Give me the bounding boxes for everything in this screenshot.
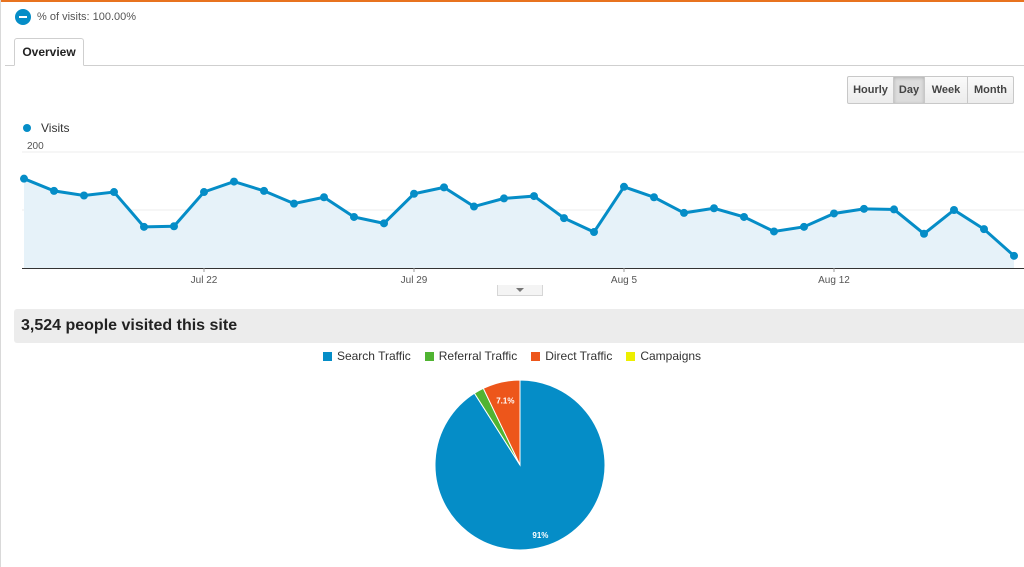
month-button[interactable]: Month: [974, 84, 1007, 96]
visits-point: [1010, 251, 1018, 260]
visits-point: [800, 222, 808, 231]
y-tick-label: 200: [27, 141, 44, 152]
visits-line: [23, 177, 1015, 257]
pie-data-label: 7.1%: [496, 396, 514, 405]
left-border: [0, 0, 1, 567]
segment-pie-icon: [15, 9, 31, 25]
visits-point: [680, 208, 688, 217]
visits-point: [440, 183, 448, 192]
visits-point: [80, 191, 88, 200]
visits-point: [110, 188, 118, 197]
visits-legend-label: Visits: [41, 121, 70, 135]
visits-area-fill: [24, 178, 1014, 268]
visits-point: [590, 228, 598, 237]
visits-point: [20, 174, 28, 183]
visits-point: [410, 189, 418, 198]
pie-legend: Search Traffic Referral Traffic Direct T…: [0, 349, 1024, 363]
pie-slice-direct-traffic: [482, 379, 521, 466]
visits-point: [860, 204, 868, 213]
tab-overview[interactable]: Overview: [14, 38, 84, 66]
search-traffic-swatch: [322, 351, 332, 361]
visits-point: [740, 212, 748, 221]
traffic-sources-pie[interactable]: 91% 7.1%: [430, 377, 610, 557]
top-accent-bar: [0, 0, 1024, 2]
visits-point: [560, 214, 568, 223]
visits-point: [320, 193, 328, 202]
visits-point: [500, 194, 508, 203]
visits-point: [980, 225, 988, 234]
legend-search-label: Search Traffic: [336, 349, 411, 363]
chart-resize-handle[interactable]: [497, 285, 543, 296]
legend-campaigns-label: Campaigns: [640, 349, 702, 363]
visits-point: [710, 204, 718, 213]
week-button[interactable]: Week: [925, 77, 968, 103]
hourly-button[interactable]: Hourly: [848, 77, 894, 103]
visits-legend-dot: [23, 124, 31, 132]
visits-point: [200, 188, 208, 197]
visits-point: [230, 177, 238, 186]
x-tick-label: Aug 12: [818, 275, 850, 286]
summary-header: 3,524 people visited this site: [14, 309, 1024, 343]
visits-point: [890, 205, 898, 214]
visits-point: [950, 206, 958, 214]
visits-point: [380, 219, 388, 228]
visits-point: [620, 182, 628, 191]
visits-point: [260, 186, 268, 195]
legend-search-traffic[interactable]: Search Traffic: [322, 349, 411, 363]
visits-point: [50, 186, 58, 195]
day-button[interactable]: Day: [894, 77, 925, 103]
segment-indicator[interactable]: % of visits: 100.00%: [15, 8, 136, 26]
summary-title: 3,524 people visited this site: [21, 317, 238, 334]
x-tick-label: Jul 22: [191, 275, 218, 286]
visits-point: [830, 209, 838, 218]
visits-point: [470, 202, 478, 211]
visits-point: [920, 229, 928, 238]
legend-referral-label: Referral Traffic: [438, 349, 518, 363]
campaigns-swatch: [626, 351, 636, 361]
visits-legend: Visits: [23, 121, 69, 135]
pie-data-label: 91%: [532, 531, 548, 540]
tab-divider: [5, 65, 1024, 66]
granularity-switcher: Hourly Day Week Month: [847, 76, 1014, 104]
direct-traffic-swatch: [531, 351, 541, 361]
legend-direct-traffic[interactable]: Direct Traffic: [531, 349, 612, 363]
legend-referral-traffic[interactable]: Referral Traffic: [424, 349, 518, 363]
visits-point: [350, 212, 358, 221]
x-tick-label: Jul 29: [401, 275, 428, 286]
x-tick-label: Aug 5: [611, 275, 638, 286]
visits-point: [770, 227, 778, 236]
visits-point: [290, 199, 298, 208]
segment-label: % of visits: 100.00%: [37, 11, 137, 23]
legend-direct-label: Direct Traffic: [545, 349, 613, 363]
visits-point: [170, 222, 178, 231]
visits-point: [530, 192, 538, 201]
visits-point: [650, 193, 658, 202]
legend-campaigns[interactable]: Campaigns: [626, 349, 701, 363]
visits-point: [140, 222, 148, 231]
referral-traffic-swatch: [424, 351, 434, 361]
